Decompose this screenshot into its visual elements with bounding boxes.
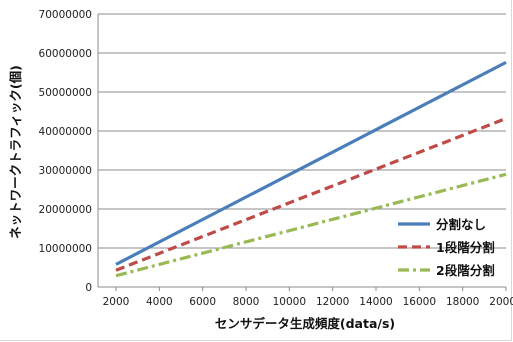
x-tick-label: 2000 — [103, 296, 130, 308]
x-tick-label: 8000 — [233, 296, 260, 308]
legend-label: 分割なし — [436, 217, 486, 232]
y-tick-label: 0 — [85, 282, 92, 294]
x-tick-label: 6000 — [189, 296, 216, 308]
x-tick-label: 14000 — [359, 296, 392, 308]
legend-label: 2段階分割 — [436, 263, 495, 278]
x-tick-label: 20000 — [489, 296, 513, 308]
x-tick-label: 18000 — [446, 296, 479, 308]
x-tick-label: 4000 — [146, 296, 173, 308]
x-tick-label: 12000 — [316, 296, 349, 308]
x-axis-title: センサデータ生成頻度(data/s) — [215, 316, 395, 331]
y-tick-label: 30000000 — [39, 165, 92, 177]
y-axis-title: ネットワークトラフィック(個) — [8, 65, 23, 239]
y-tick-label: 40000000 — [39, 126, 92, 138]
y-tick-labels: 0 10000000 20000000 30000000 40000000 5000000… — [39, 9, 92, 294]
x-tick-label: 10000 — [273, 296, 306, 308]
series-line — [115, 172, 507, 278]
series-lines — [115, 60, 507, 278]
y-tick-label: 50000000 — [39, 87, 92, 99]
gridlines — [98, 13, 506, 249]
series-line — [115, 60, 507, 266]
x-tick-label: 16000 — [403, 296, 436, 308]
y-tick-label: 60000000 — [39, 48, 92, 60]
legend-label: 1段階分割 — [436, 240, 495, 255]
y-tick-label: 70000000 — [39, 9, 92, 21]
axes — [97, 14, 507, 291]
y-tick-label: 10000000 — [39, 243, 92, 255]
x-tick-labels: 2000 4000 6000 8000 10000 12000 14000 16000 1800… — [103, 296, 513, 308]
y-tick-label: 20000000 — [39, 204, 92, 216]
legend: 分割なし 1段階分割 2段階分割 — [398, 217, 495, 278]
